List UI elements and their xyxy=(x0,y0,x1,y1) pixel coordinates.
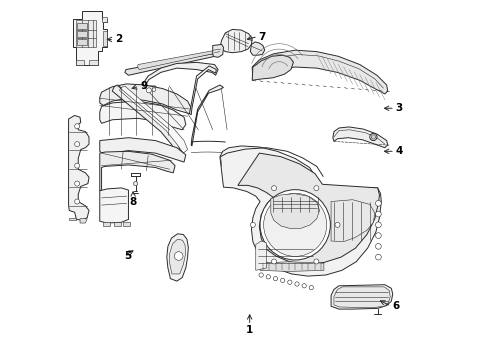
Circle shape xyxy=(309,285,314,290)
Polygon shape xyxy=(77,23,87,29)
Polygon shape xyxy=(69,116,89,220)
Polygon shape xyxy=(73,12,107,65)
Text: 1: 1 xyxy=(246,325,253,335)
Circle shape xyxy=(74,199,80,204)
Polygon shape xyxy=(238,153,379,264)
Circle shape xyxy=(295,282,299,286)
Circle shape xyxy=(259,273,263,277)
Polygon shape xyxy=(137,51,213,69)
Circle shape xyxy=(375,254,381,260)
Circle shape xyxy=(314,186,319,191)
Circle shape xyxy=(264,193,327,256)
Circle shape xyxy=(266,275,270,279)
Polygon shape xyxy=(125,54,214,75)
Polygon shape xyxy=(112,85,180,155)
Polygon shape xyxy=(76,21,96,46)
Circle shape xyxy=(271,259,276,264)
Polygon shape xyxy=(103,222,110,226)
Polygon shape xyxy=(69,218,76,220)
Polygon shape xyxy=(333,127,388,148)
Circle shape xyxy=(250,222,255,227)
Circle shape xyxy=(273,276,278,281)
Polygon shape xyxy=(191,85,223,146)
Polygon shape xyxy=(167,234,188,281)
Polygon shape xyxy=(143,62,218,86)
Text: 4: 4 xyxy=(395,146,403,156)
Polygon shape xyxy=(101,17,107,22)
Polygon shape xyxy=(76,60,84,65)
Circle shape xyxy=(314,259,319,264)
Polygon shape xyxy=(120,86,188,153)
Polygon shape xyxy=(250,42,265,55)
Circle shape xyxy=(375,233,381,238)
Polygon shape xyxy=(100,151,175,191)
Polygon shape xyxy=(100,84,191,114)
Polygon shape xyxy=(213,44,223,57)
Circle shape xyxy=(280,278,285,283)
Polygon shape xyxy=(100,101,186,130)
Polygon shape xyxy=(220,146,381,276)
Circle shape xyxy=(375,211,381,217)
Circle shape xyxy=(74,124,80,129)
Circle shape xyxy=(147,88,151,93)
Text: 3: 3 xyxy=(395,103,403,113)
Polygon shape xyxy=(123,222,129,226)
Polygon shape xyxy=(80,219,87,223)
Polygon shape xyxy=(190,66,216,115)
Text: 9: 9 xyxy=(140,81,147,91)
Circle shape xyxy=(288,280,292,284)
Polygon shape xyxy=(103,31,107,45)
Circle shape xyxy=(152,88,156,91)
Circle shape xyxy=(302,284,306,288)
Circle shape xyxy=(375,201,381,206)
Text: 7: 7 xyxy=(259,32,266,41)
Circle shape xyxy=(271,186,276,191)
Text: 5: 5 xyxy=(124,251,131,261)
Circle shape xyxy=(74,181,80,186)
Polygon shape xyxy=(100,188,128,223)
Polygon shape xyxy=(143,86,157,95)
Circle shape xyxy=(375,243,381,249)
Text: 6: 6 xyxy=(392,301,399,311)
Polygon shape xyxy=(100,138,186,162)
Circle shape xyxy=(174,252,183,260)
Polygon shape xyxy=(271,194,319,228)
Circle shape xyxy=(335,222,340,227)
Circle shape xyxy=(375,222,381,228)
Text: 8: 8 xyxy=(129,197,137,207)
Polygon shape xyxy=(89,60,98,65)
Polygon shape xyxy=(77,31,87,37)
Polygon shape xyxy=(220,30,252,53)
Polygon shape xyxy=(77,40,87,45)
Circle shape xyxy=(260,190,330,260)
Polygon shape xyxy=(334,287,390,307)
Polygon shape xyxy=(256,241,267,270)
Polygon shape xyxy=(170,239,186,274)
Polygon shape xyxy=(114,222,121,226)
Circle shape xyxy=(371,135,375,139)
Polygon shape xyxy=(331,285,393,309)
Polygon shape xyxy=(260,262,324,271)
Circle shape xyxy=(133,181,138,186)
Text: 2: 2 xyxy=(115,35,122,44)
Polygon shape xyxy=(252,55,294,80)
Polygon shape xyxy=(252,50,388,94)
Circle shape xyxy=(74,141,80,147)
Polygon shape xyxy=(331,200,375,242)
Circle shape xyxy=(74,163,80,168)
Circle shape xyxy=(370,134,377,140)
